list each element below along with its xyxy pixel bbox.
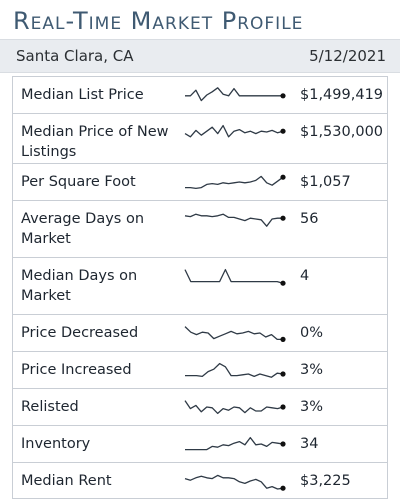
metric-label: Inventory (21, 436, 91, 452)
metric-row[interactable]: Relisted 3% (12, 388, 388, 425)
sparkline-end-dot (280, 174, 286, 180)
metric-label: Price Increased (21, 362, 132, 378)
metric-row[interactable]: Price Increased 3% (12, 351, 388, 388)
metric-row[interactable]: Inventory 34 (12, 425, 388, 462)
sparkline-end-dot (280, 404, 286, 410)
metric-label: Relisted (21, 399, 79, 415)
metric-label: Median Price of New Listings (21, 124, 169, 160)
sparkline-chart (184, 400, 286, 415)
metrics-table: Median List Price $1,499,419 Median Price … (12, 76, 388, 499)
sparkline-line (184, 213, 283, 227)
sparkline-chart (185, 174, 286, 190)
report-date: 5/12/2021 (309, 47, 386, 65)
metric-value: 0% (300, 325, 324, 341)
metric-value: $3,225 (300, 473, 351, 489)
sparkline-end-dot (280, 371, 286, 377)
metric-row[interactable]: Median Days on Market 4 (12, 257, 388, 314)
sparkline-chart (184, 326, 286, 342)
sparkline-chart (184, 124, 286, 138)
sparkline-chart (185, 436, 286, 451)
sparkline-end-dot (280, 215, 286, 221)
metric-value: $1,057 (300, 174, 351, 190)
sparkline-end-dot (280, 93, 286, 99)
sparkline-line (185, 436, 284, 451)
sparkline-line (184, 474, 284, 490)
sparkline-chart (184, 268, 286, 286)
sparkline-line (185, 87, 283, 102)
metric-label: Median List Price (21, 87, 144, 103)
metric-row[interactable]: Median Rent $3,225 (12, 462, 388, 499)
sparkline-end-dot (280, 336, 286, 342)
metric-value: 56 (300, 211, 319, 227)
sparkline-end-dot (280, 280, 286, 286)
metric-value: 34 (300, 436, 319, 452)
metric-label: Price Decreased (21, 325, 139, 341)
metric-label: Average Days on Market (21, 211, 145, 247)
metric-row[interactable]: Median List Price $1,499,419 (12, 76, 388, 113)
sparkline-chart (184, 474, 286, 491)
metric-value: $1,499,419 (300, 87, 384, 103)
sparkline-chart (185, 362, 286, 378)
sparkline-line (185, 175, 284, 190)
sparkline-line (185, 362, 284, 378)
sparkline-end-dot (280, 441, 286, 447)
sparkline-line (184, 400, 284, 415)
sparkline-end-dot (280, 128, 286, 134)
metric-row[interactable]: Average Days on Market 56 (12, 200, 388, 257)
metric-value: $1,530,000 (300, 124, 384, 140)
metric-label: Median Rent (21, 473, 112, 489)
metric-row[interactable]: Median Price of New Listings $1,530,000 (12, 113, 388, 163)
sparkline-line (184, 268, 284, 284)
sparkline-line (184, 326, 283, 341)
metric-value: 4 (300, 268, 310, 284)
sparkline-line (184, 124, 284, 138)
metric-label: Median Days on Market (21, 268, 138, 304)
metric-value: 3% (300, 362, 324, 378)
metric-row[interactable]: Per Square Foot $1,057 (12, 163, 388, 200)
sparkline-end-dot (280, 485, 286, 491)
metric-row[interactable]: Price Decreased 0% (12, 314, 388, 351)
location-bar: Santa Clara, CA 5/12/2021 (0, 39, 400, 73)
sparkline-chart (184, 213, 286, 227)
location-label: Santa Clara, CA (16, 47, 134, 65)
metric-label: Per Square Foot (21, 174, 136, 190)
metric-value: 3% (300, 399, 324, 415)
page-title: Real-Time Market Profile (13, 7, 304, 35)
sparkline-chart (185, 87, 286, 102)
